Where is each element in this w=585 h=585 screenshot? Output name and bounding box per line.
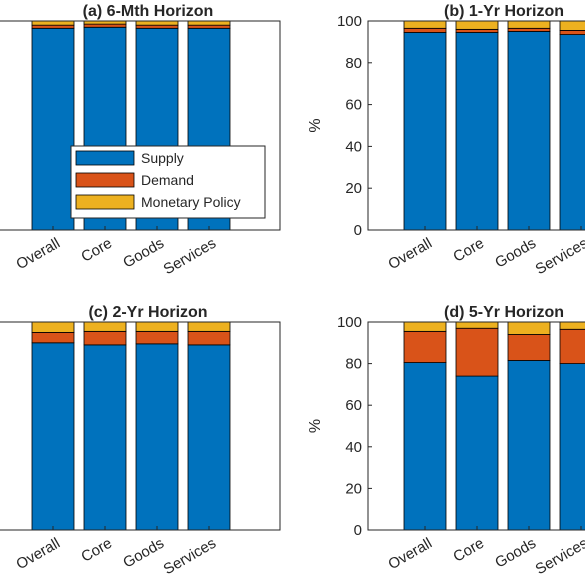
bar-demand-goods (507, 334, 551, 361)
bar-demand-services (559, 328, 585, 364)
bar-demand-goods (135, 24, 179, 29)
bar-demand-goods (135, 330, 179, 345)
bar-monetary-policy-goods (507, 20, 551, 29)
y-tick-label: 0 (354, 222, 362, 239)
x-tick-label-overall: Overall (385, 235, 435, 273)
chart-title: (d) 5-Yr Horizon (444, 304, 564, 321)
x-tick-label-overall: Overall (13, 535, 63, 573)
legend-swatch-monetary-policy (75, 194, 135, 210)
bar-monetary-policy-overall (403, 20, 447, 29)
bar-demand-overall (403, 27, 447, 33)
bar-monetary-policy-overall (403, 321, 447, 332)
axes-box (0, 20, 281, 231)
y-tick-label: 80 (345, 356, 362, 373)
bar-supply-core (83, 344, 127, 531)
bar-supply-overall (31, 27, 75, 231)
bar-supply-overall (31, 342, 75, 531)
bar-supply-services (559, 363, 585, 531)
bar-monetary-policy-core (455, 20, 499, 30)
x-tick-label-core: Core (78, 535, 115, 566)
x-tick-label-services: Services (533, 235, 585, 278)
y-tick-label: 20 (345, 180, 362, 197)
bar-monetary-policy-core (455, 321, 499, 329)
bar-monetary-policy-goods (135, 20, 179, 26)
x-tick-label-overall: Overall (13, 235, 63, 273)
x-tick-label-goods: Goods (120, 535, 167, 572)
x-tick-label-overall: Overall (385, 535, 435, 573)
x-tick-label-services: Services (161, 235, 219, 278)
chart-title: (b) 1-Yr Horizon (444, 3, 564, 20)
bar-supply-goods (507, 360, 551, 531)
legend-label-supply: Supply (141, 150, 184, 166)
bar-monetary-policy-services (559, 20, 585, 31)
axes-box (367, 321, 585, 531)
bar-demand-services (187, 24, 231, 29)
bar-monetary-policy-overall (31, 321, 75, 333)
bar-monetary-policy-services (559, 321, 585, 330)
bar-demand-overall (403, 330, 447, 363)
bar-supply-overall (403, 32, 447, 231)
x-tick-label-services: Services (161, 535, 219, 578)
bar-demand-services (187, 330, 231, 346)
bar-supply-goods (507, 31, 551, 231)
bar-monetary-policy-goods (507, 321, 551, 335)
legend: Supply Demand Monetary Policy (70, 145, 266, 219)
bar-supply-overall (403, 362, 447, 531)
y-axis-label: % (307, 118, 324, 132)
bar-demand-core (83, 23, 127, 28)
legend-label-monetary-policy: Monetary Policy (141, 194, 241, 210)
legend-label-demand: Demand (141, 172, 194, 188)
bar-monetary-policy-goods (135, 321, 179, 332)
chart-title: (c) 2-Yr Horizon (88, 304, 207, 321)
y-tick-label: 40 (345, 439, 362, 456)
x-tick-label-core: Core (450, 535, 487, 566)
y-tick-label: 60 (345, 397, 362, 414)
axes-box (367, 20, 585, 231)
axes-box (0, 321, 281, 531)
bar-demand-services (559, 30, 585, 35)
bar-monetary-policy-core (83, 321, 127, 332)
x-tick-label-goods: Goods (492, 235, 539, 272)
bar-demand-core (455, 327, 499, 377)
x-tick-label-goods: Goods (120, 235, 167, 272)
bar-monetary-policy-overall (31, 20, 75, 26)
y-tick-label: 20 (345, 480, 362, 497)
y-axis-label: % (307, 419, 324, 433)
bar-demand-core (83, 330, 127, 346)
y-tick-label: 60 (345, 97, 362, 114)
y-tick-label: 100 (337, 13, 362, 30)
legend-swatch-supply (75, 150, 135, 166)
bar-supply-core (455, 375, 499, 531)
x-tick-label-goods: Goods (492, 535, 539, 572)
y-tick-label: 0 (354, 522, 362, 539)
bar-supply-services (187, 344, 231, 531)
bar-monetary-policy-services (187, 321, 231, 332)
bar-demand-goods (507, 27, 551, 32)
y-tick-label: 80 (345, 55, 362, 72)
chart-title: (a) 6-Mth Horizon (83, 3, 214, 20)
bar-demand-overall (31, 331, 75, 344)
bar-supply-services (559, 34, 585, 231)
bar-demand-overall (31, 24, 75, 29)
bar-supply-goods (135, 343, 179, 531)
y-tick-label: 100 (337, 314, 362, 331)
legend-swatch-demand (75, 172, 135, 188)
x-tick-label-core: Core (450, 235, 487, 266)
x-tick-label-services: Services (533, 535, 585, 578)
bar-monetary-policy-services (187, 20, 231, 26)
x-tick-label-core: Core (78, 235, 115, 266)
bar-supply-core (455, 32, 499, 231)
bar-demand-core (455, 28, 499, 33)
y-tick-label: 40 (345, 138, 362, 155)
